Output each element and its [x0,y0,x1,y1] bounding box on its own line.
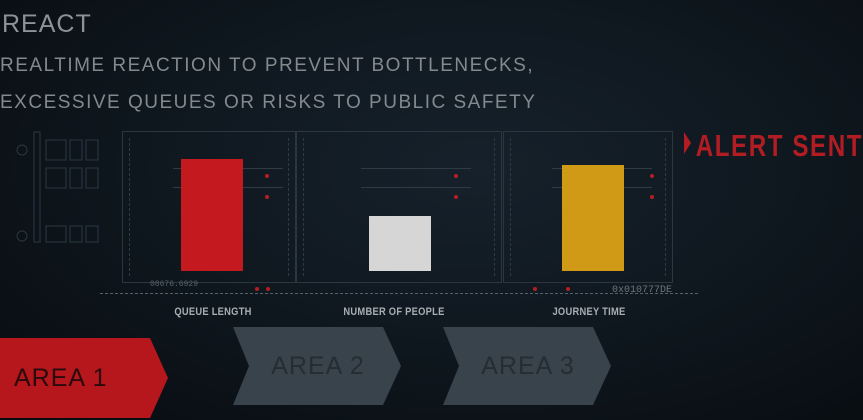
queue-length-bar [181,159,243,271]
journey-time-panel [503,131,673,283]
number-of-people-label: NUMBER OF PEOPLE [343,306,445,318]
alert-arrow-icon [684,132,692,154]
area-3-tab[interactable]: AREA 3 [443,327,613,405]
left-readout: 08676.6929 [150,280,199,289]
area-3-label: AREA 3 [481,351,575,380]
baseline-divider [100,293,698,294]
queue-length-panel [122,131,296,283]
subtitle-line-2: EXCESSIVE QUEUES OR RISKS TO PUBLIC SAFE… [0,92,537,113]
number-of-people-panel [296,131,502,283]
indicator-dot [255,287,259,291]
area-1-tab[interactable]: AREA 1 [0,338,170,418]
indicator-dot [266,287,270,291]
alert-label: ALERT SENT [695,128,863,163]
indicator-dot [533,287,537,291]
queue-length-label: QUEUE LENGTH [174,306,252,318]
number-of-people-bar [369,216,431,271]
alert-status: ALERT SENT [684,128,863,164]
indicator-dot [566,287,570,291]
journey-time-bar [562,165,624,271]
area-1-label: AREA 1 [14,363,108,392]
schematic-decoration [16,131,99,243]
hex-readout: 0x010777DE [612,285,673,296]
journey-time-label: JOURNEY TIME [552,306,626,318]
page-title: REACT [2,10,92,38]
area-2-tab[interactable]: AREA 2 [233,327,403,405]
subtitle-line-1: REALTIME REACTION TO PREVENT BOTTLENECKS… [0,55,535,76]
area-2-label: AREA 2 [271,351,365,380]
